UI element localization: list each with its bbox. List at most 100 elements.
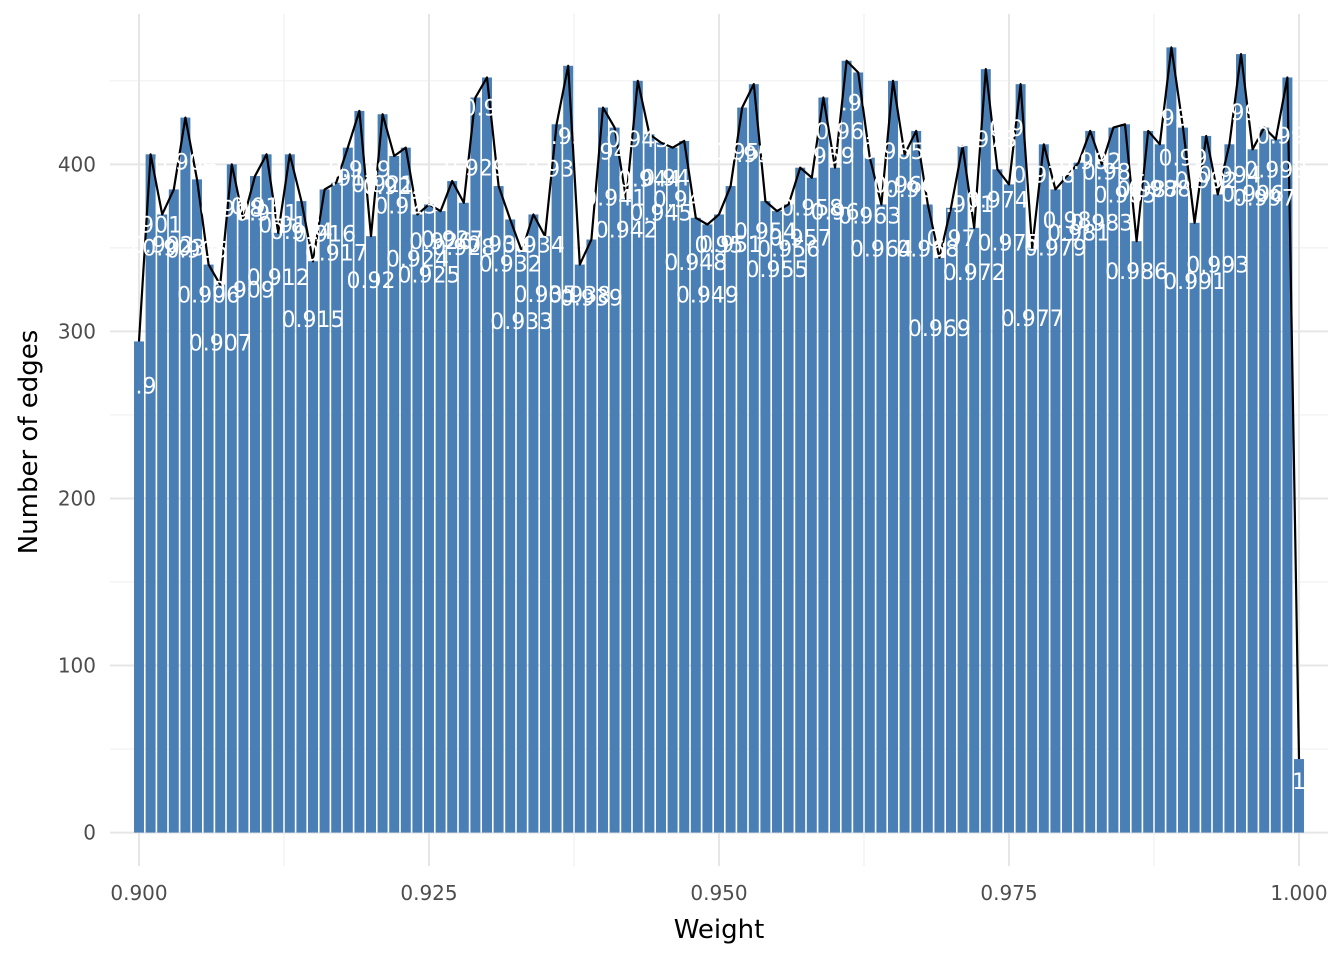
bar [528,214,539,833]
bar [1189,222,1200,833]
bar [400,147,411,833]
bar [818,97,829,833]
bar [957,145,968,833]
bar [656,142,666,833]
bar-value-label: 0.957 [769,227,832,252]
bar-value-label: 0.969 [908,317,971,342]
bar [1027,247,1038,833]
bar [1178,127,1188,833]
bar [980,69,991,833]
bar [864,157,875,833]
bar [458,202,469,833]
bar-value-label: 0.91 [231,195,280,220]
x-tick-label: 0.975 [980,881,1037,905]
bar [342,147,353,833]
y-tick-label: 200 [58,486,96,510]
bar-value-label: 0.993 [1186,253,1249,278]
bar [1108,127,1119,833]
bar [1004,184,1014,833]
bar [922,204,933,833]
bar [1259,127,1270,833]
bar [679,140,690,833]
bar [644,134,655,833]
bar-value-label: 0.994 [1198,163,1261,188]
bar [192,179,202,833]
bar [911,130,922,833]
bar-value-label: 0.903 [142,236,205,261]
bar [424,204,434,833]
bar-value-label: 0.924 [386,247,449,272]
bar [830,167,840,833]
bar-value-label: 0.96 [811,201,860,226]
bar-value-label: 0.985 [1094,183,1157,208]
bar-value-label: 0.915 [282,308,345,333]
bar [586,239,597,833]
bar [574,264,585,833]
bar [1201,135,1212,833]
bar [134,341,144,833]
bar-value-label: 0.954 [734,220,797,245]
bar-value-label: 0.906 [177,284,240,309]
bar [621,199,632,833]
bar [389,156,400,833]
bar [540,236,550,833]
bar-value-label: 0.937 [537,125,600,150]
bar [250,176,260,833]
bar [273,232,284,833]
bar-value-label: 0.968 [896,237,959,262]
bar-value-label: 0.991 [1163,270,1226,295]
bar [1247,149,1258,833]
bar-value-label: 0.998 [1244,158,1307,183]
bar [1073,162,1084,833]
bar-value-label: 0.947 [653,188,716,213]
bar-value-label: 0.963 [838,205,901,230]
bar-value-label: 0.944 [618,167,681,192]
bar-value-label: 0.971 [931,193,994,218]
bar [1294,759,1304,833]
bar [516,251,527,833]
bar [551,124,562,833]
bar [737,107,748,833]
bar [1143,130,1154,833]
bar-value-label: 0.916 [293,222,356,247]
bar [1224,144,1235,833]
bar [354,110,365,833]
x-axis-title: Weight [674,915,765,945]
bar-value-label: 0.935 [514,283,577,308]
bar-value-label: 0.913 [258,213,321,238]
bar-value-label: 0.901 [119,213,182,238]
bar [168,189,179,833]
bar-value-label: 0.987 [1117,178,1180,203]
bar-value-label: 0.961 [815,120,878,145]
bar-value-label: 0.945 [630,202,693,227]
bar [772,211,782,833]
bar-value-label: 0.909 [212,278,275,303]
bar [1154,144,1165,833]
bar-value-label: 0.928 [432,236,495,261]
bar [447,181,458,833]
bar-value-label: 0.978 [1012,163,1075,188]
bar [308,261,318,833]
bar-value-label: 0.979 [1024,236,1087,261]
bar-value-label: 0.933 [490,310,553,335]
bar-value-label: 0.936 [525,157,588,182]
bar-value-label: 0.958 [780,197,843,222]
bar [296,201,307,833]
bar-value-label: 0.997 [1233,187,1296,212]
bar [946,207,956,833]
bar [377,114,388,833]
bar-value-label: 0.977 [1001,307,1064,332]
bar-value-label: 0.965 [862,140,925,165]
bar [934,257,945,833]
y-axis-title: Number of edges [14,330,44,555]
bar-value-label: 0.923 [374,195,437,220]
bar [470,97,481,833]
bar-value-label: 0.956 [757,237,820,262]
bar [261,154,272,833]
bar-value-label: 0.934 [502,233,565,258]
bar-value-label: 0.964 [850,237,913,262]
bar [969,227,980,833]
bar-value-label: 0.999 [1256,124,1319,149]
bar [226,164,237,833]
